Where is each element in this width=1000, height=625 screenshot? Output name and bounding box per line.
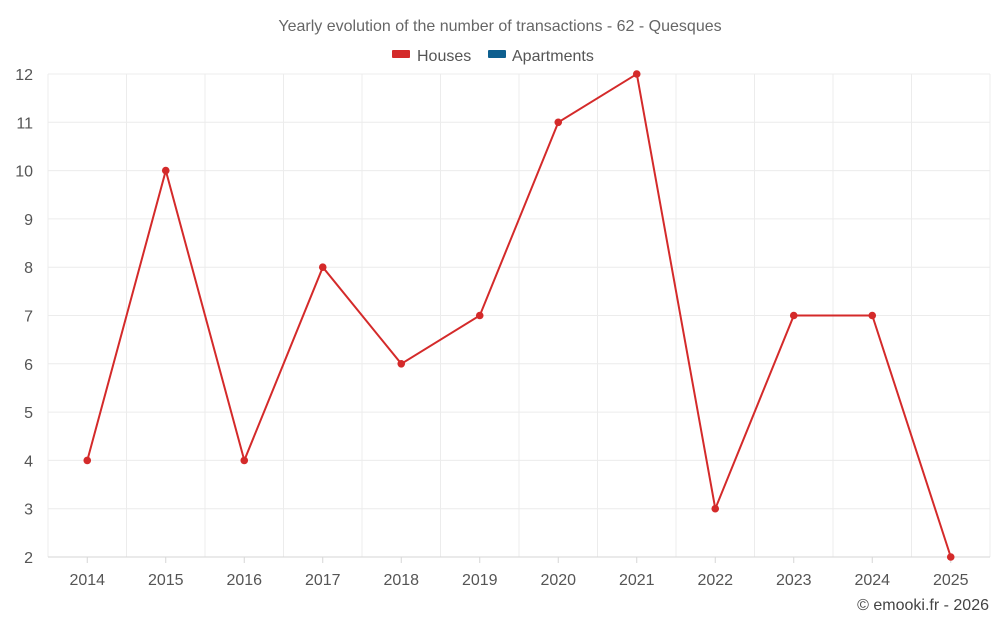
legend-swatch-houses — [392, 50, 410, 58]
y-tick-label-11: 11 — [16, 115, 33, 132]
legend-item-houses[interactable]: Houses — [392, 48, 471, 65]
data-point-2022[interactable] — [711, 504, 720, 513]
y-tick-label-6: 6 — [24, 357, 33, 374]
y-axis-ticks: 2 3 4 5 6 7 8 9 10 11 12 — [15, 67, 33, 567]
y-tick-label-8: 8 — [24, 260, 33, 277]
legend-item-apartments[interactable]: Apartments — [488, 48, 594, 65]
series-line-houses — [86, 72, 952, 558]
credit-text: © emooki.fr - 2026 — [857, 597, 989, 614]
x-tick-label-2018: 2018 — [383, 572, 419, 589]
data-point-2016[interactable] — [240, 456, 249, 465]
legend-swatch-apartments — [488, 50, 506, 58]
legend: Houses Apartments — [392, 48, 594, 65]
data-point-2017[interactable] — [318, 263, 327, 272]
data-point-2018[interactable] — [397, 360, 406, 368]
series-houses — [83, 70, 955, 561]
x-tick-label-2017: 2017 — [305, 572, 341, 589]
y-tick-label-7: 7 — [24, 309, 33, 326]
data-point-2015[interactable] — [161, 166, 170, 175]
data-point-2019[interactable] — [475, 311, 484, 320]
x-tick-label-2020: 2020 — [540, 572, 576, 589]
x-tick-label-2015: 2015 — [148, 572, 184, 589]
legend-label-apartments: Apartments — [512, 48, 594, 65]
y-tick-label-10: 10 — [15, 164, 33, 181]
x-tick-label-2023: 2023 — [776, 572, 812, 589]
x-tick-label-2019: 2019 — [462, 572, 498, 589]
data-point-2014[interactable] — [83, 456, 92, 465]
y-tick-label-3: 3 — [24, 502, 33, 519]
data-point-2024[interactable] — [868, 311, 877, 320]
x-tick-label-2024: 2024 — [854, 572, 890, 589]
chart-title: Yearly evolution of the number of transa… — [278, 18, 721, 35]
data-point-2021[interactable] — [632, 70, 641, 78]
x-tick-label-2022: 2022 — [697, 572, 733, 589]
data-point-2020[interactable] — [554, 118, 563, 127]
x-axis-ticks: 2014 2015 2016 2017 2018 2019 2020 2021 2022 2023… — [69, 557, 969, 589]
data-point-2025[interactable] — [946, 553, 955, 561]
y-tick-label-9: 9 — [24, 212, 33, 229]
x-tick-label-2025: 2025 — [933, 572, 969, 589]
y-tick-label-5: 5 — [24, 405, 33, 422]
y-tick-label-12: 12 — [15, 67, 33, 84]
data-point-2023[interactable] — [789, 311, 798, 320]
x-tick-label-2021: 2021 — [619, 572, 655, 589]
y-tick-label-2: 2 — [24, 550, 33, 567]
x-tick-label-2014: 2014 — [69, 572, 105, 589]
y-tick-label-4: 4 — [24, 453, 33, 470]
legend-label-houses: Houses — [417, 48, 471, 65]
x-tick-label-2016: 2016 — [226, 572, 262, 589]
